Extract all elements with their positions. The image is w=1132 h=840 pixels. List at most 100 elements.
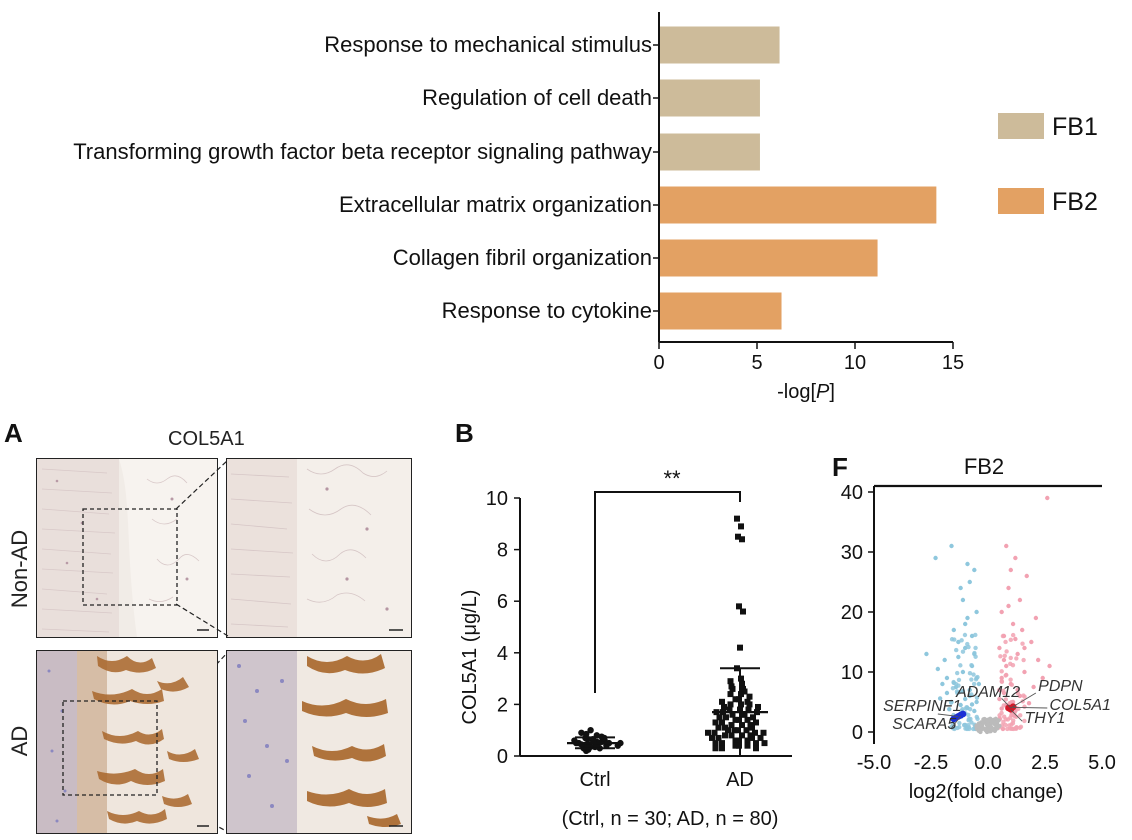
up-point [1004,649,1009,654]
up-point [1008,715,1013,720]
sample-size-caption: (Ctrl, n = 30; AD, n = 80) [562,808,779,830]
ad-point [739,536,745,543]
highlight-down-point [950,715,958,723]
ad-point [753,740,759,747]
x-tick-label-2: 10 [844,352,866,374]
x-tick-label-1: 5 [751,352,762,374]
up-point [1018,724,1024,730]
up-point [1010,662,1016,668]
bar-1 [660,26,780,64]
ad-point [719,740,725,747]
up-point [1033,615,1039,621]
up-point [1005,726,1010,732]
up-point [1010,632,1016,638]
ad-point [739,680,745,687]
gene-label-thy1: THY1 [1024,710,1065,727]
down-point [969,702,975,707]
ctrl-point [578,729,585,736]
up-point [1047,663,1052,669]
ad-point [749,734,755,741]
category-label-2: Regulation of cell death [422,85,652,110]
up-point [1006,585,1011,591]
down-point [965,615,970,621]
bar-6 [660,292,782,330]
y-tick-label-4: 40 [841,482,863,504]
ad-point [712,745,719,752]
down-point [966,725,972,730]
up-point [1008,567,1013,573]
ctrl-point [587,727,594,734]
category-label-4: Extracellular matrix organization [339,192,652,217]
volcano-title: FB2 [964,454,1004,479]
up-point [1013,636,1018,642]
ad-point [709,734,715,741]
up-point [1004,663,1009,669]
down-point [973,645,978,651]
down-point [955,690,960,696]
legend: FB1 FB2 [998,113,1098,216]
panel-letter-f: F [832,452,848,482]
ad-point [741,711,748,718]
ad-point [726,706,733,713]
down-point [940,681,945,687]
down-point [958,585,963,591]
up-point [999,679,1005,685]
gene-label-adam12: ADAM12 [955,684,1020,701]
up-point [1022,718,1027,724]
down-point [924,651,929,657]
ad-point [753,719,759,726]
gene-label-scara5: SCARA5 [892,716,956,733]
x-tick-label-3: 2.5 [1031,752,1059,774]
ad-point [732,737,739,744]
down-point [953,647,959,653]
x-tick-ad: AD [726,769,754,791]
fb2-volcano-plot: FB2 0 10 20 30 40 -5.0 -2.5 0.0 2.5 5.0 ADAM12 PDP… [841,454,1116,803]
ns-point [994,723,1000,728]
ad-point [736,603,742,610]
down-point [972,651,977,657]
up-point [997,645,1002,651]
down-point [969,633,975,639]
ad-point [744,737,751,744]
up-point [999,609,1004,615]
ns-point [988,716,993,721]
panel-a-title: COL5A1 [168,428,245,450]
up-point [1035,657,1041,663]
down-point [949,543,954,549]
ns-point [990,720,995,725]
down-point [957,720,962,726]
y-tick-label-1: 10 [841,662,863,684]
up-point [1020,627,1025,633]
ad-point [760,729,767,736]
ad-point [727,701,734,708]
ad-point [744,742,751,749]
down-point [956,677,962,683]
up-point [1010,699,1016,705]
ad-point [745,706,752,713]
ad-point [723,714,729,721]
leader-line [937,713,959,717]
down-point [971,681,977,687]
down-point [951,680,956,685]
ns-point [974,724,979,729]
bar-3 [660,133,760,171]
ad-point [744,716,751,723]
up-point [1006,603,1011,609]
down-point [974,609,979,615]
down-point [962,632,968,638]
y-tick-label-3: 6 [497,591,508,613]
up-point [1008,681,1013,687]
x-tick-ctrl: Ctrl [579,769,610,791]
x-tick-label-4: 5.0 [1088,752,1116,774]
up-point [999,706,1004,711]
down-point [951,627,956,633]
leader-line [1010,692,1037,709]
legend-label-fb2: FB2 [1052,188,1098,216]
up-point [1002,653,1007,658]
bar-2 [660,79,760,117]
down-point [933,555,938,561]
down-point [944,690,950,696]
x-axis-label: -log[P] [777,381,835,403]
ad-point [735,727,741,734]
gene-label-col5a1: COL5A1 [1050,697,1111,714]
